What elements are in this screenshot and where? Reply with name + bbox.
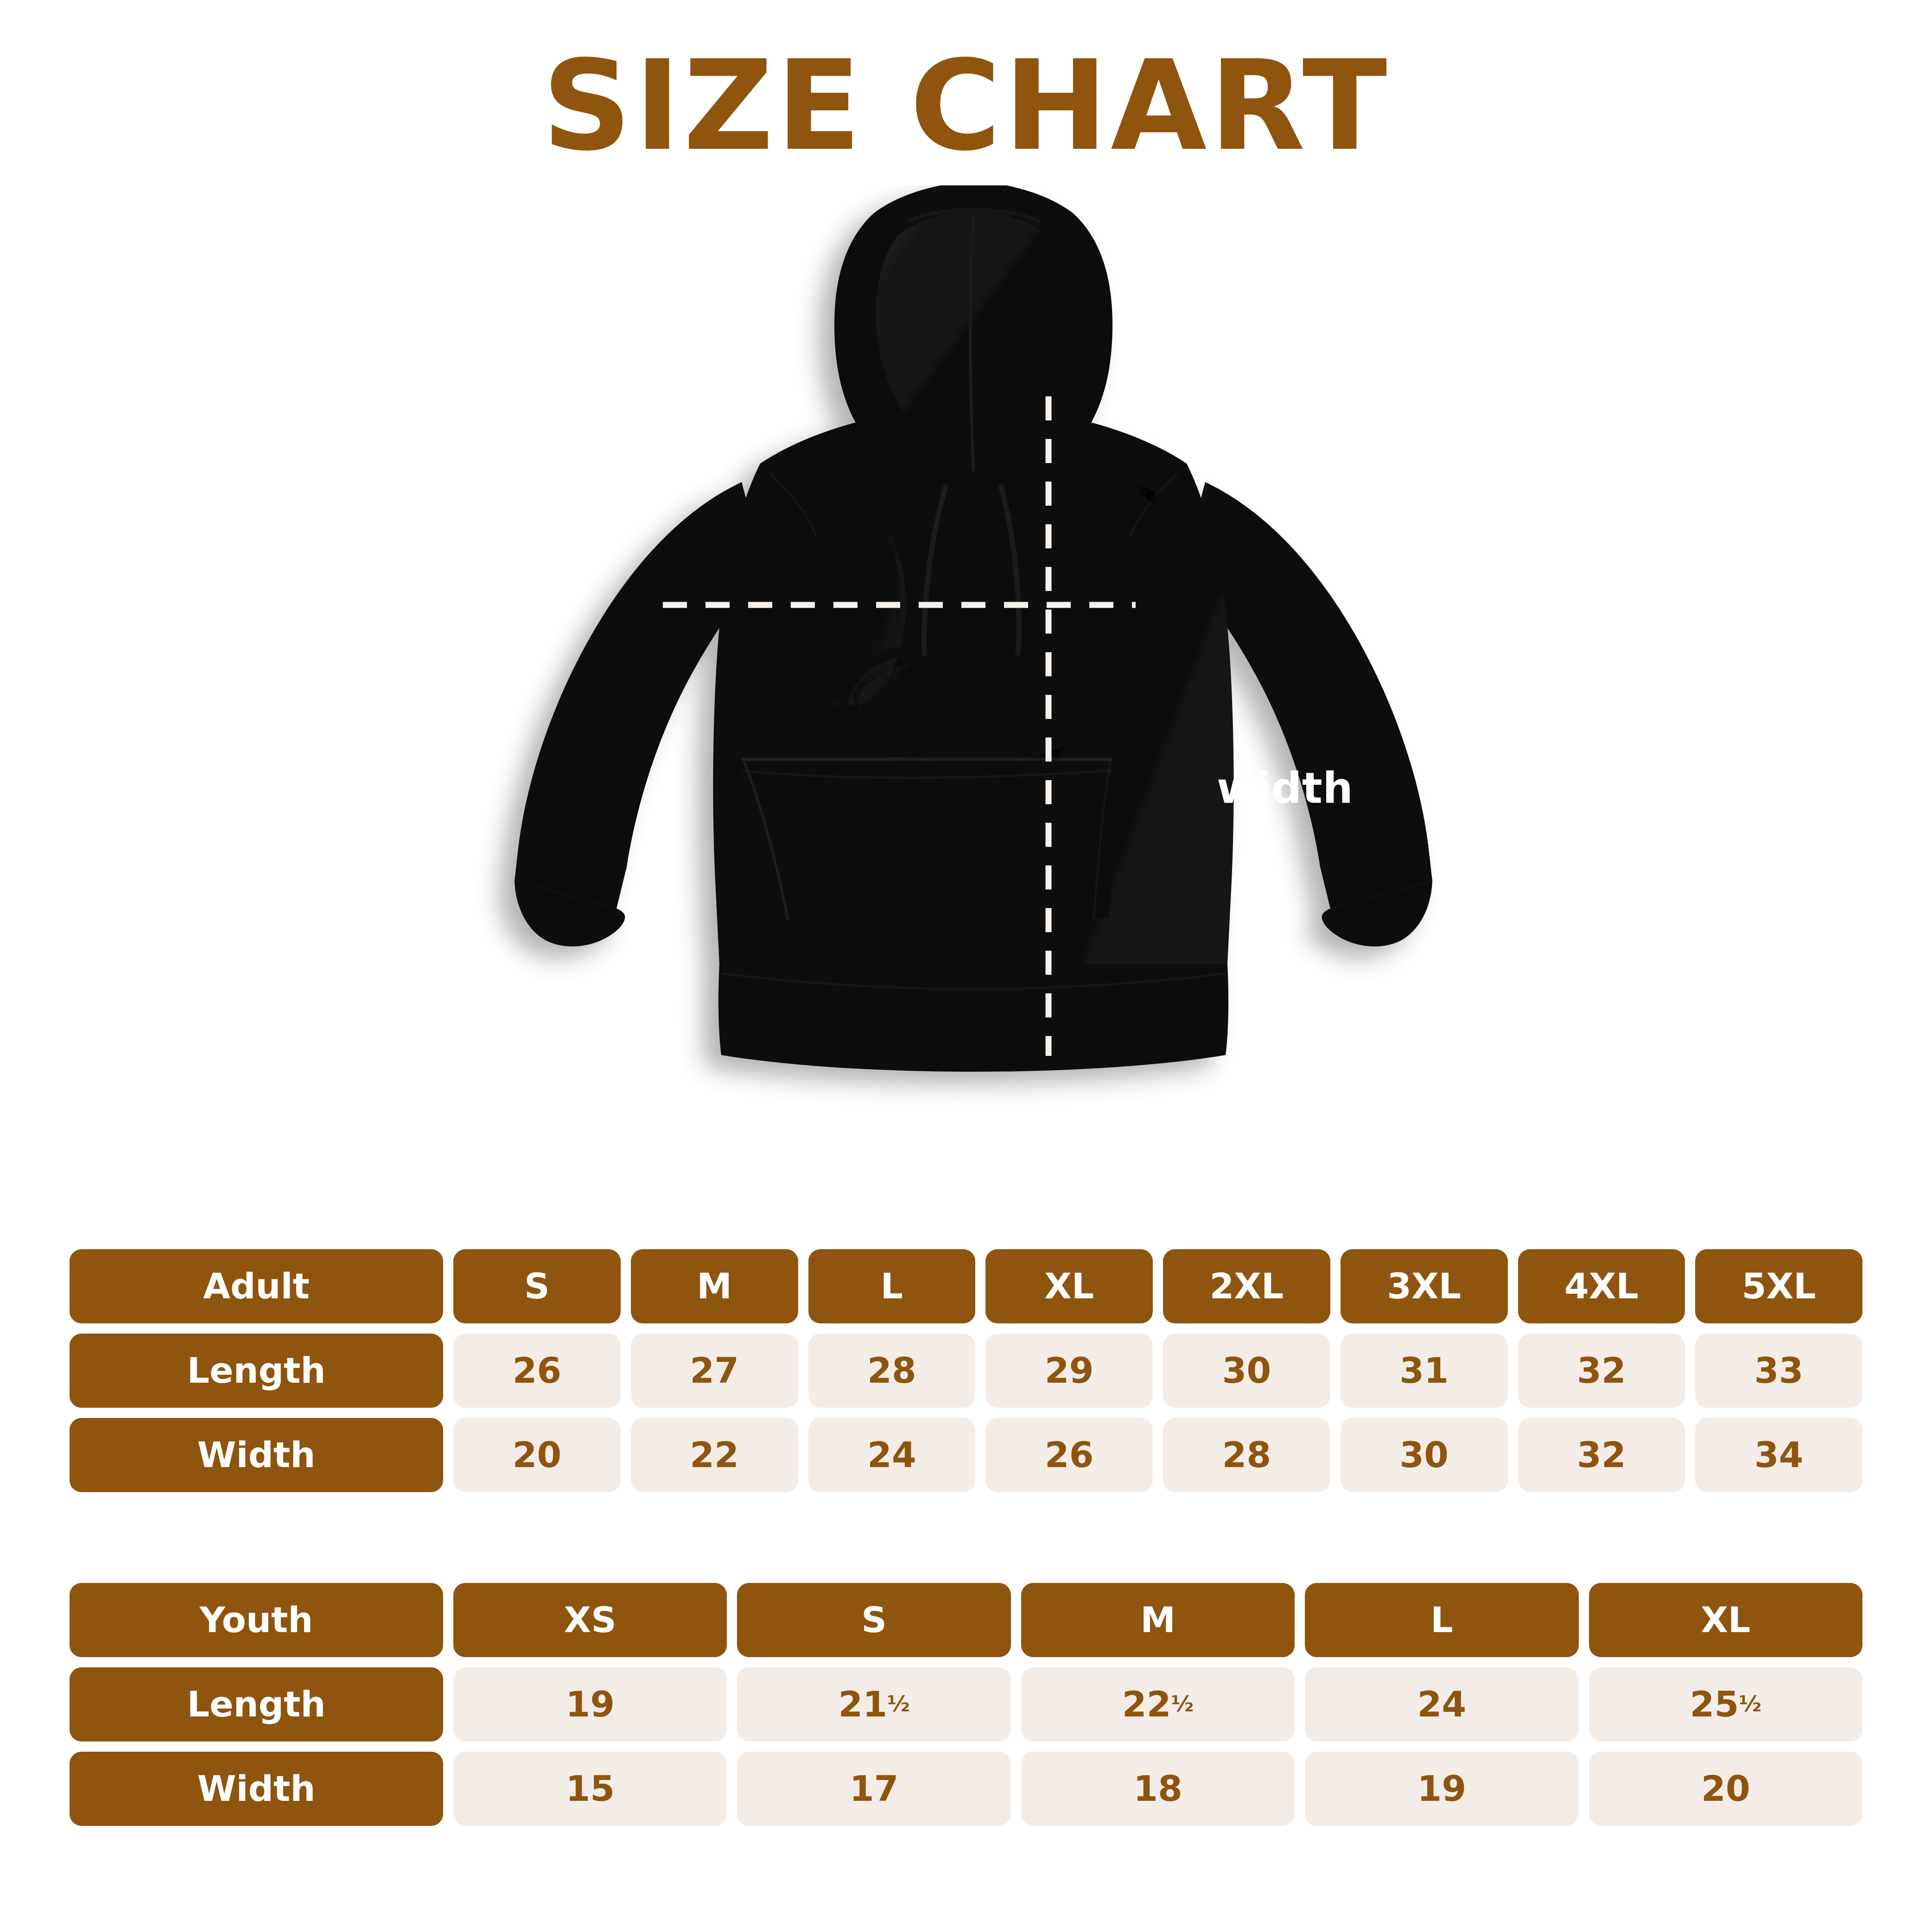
adult-width-3xl: 30 [1340,1418,1508,1492]
adult-length-row: Length 26 27 28 29 30 31 32 33 [70,1334,1862,1408]
adult-size-3xl: 3XL [1340,1249,1508,1323]
adult-length-3xl: 31 [1340,1334,1508,1408]
adult-width-2xl: 28 [1163,1418,1330,1492]
youth-length-xs: 19 [453,1667,727,1741]
youth-size-s: S [737,1583,1011,1657]
adult-size-table: Adult S M L XL 2XL 3XL 4XL 5XL Length 26… [70,1249,1862,1492]
adult-length-2xl: 30 [1163,1334,1330,1408]
youth-width-s: 17 [737,1752,1011,1826]
adult-width-xl: 26 [985,1418,1153,1492]
youth-size-xl: XL [1589,1583,1863,1657]
adult-size-l: L [808,1249,976,1323]
adult-length-5xl: 33 [1695,1334,1862,1408]
youth-length-xl: 25 ½ [1589,1667,1863,1741]
adult-width-s: 20 [453,1418,621,1492]
youth-size-m: M [1021,1583,1295,1657]
youth-width-label: Width [70,1752,443,1826]
adult-length-m: 27 [630,1334,798,1408]
youth-header-row: Youth XS S M L XL [70,1583,1863,1657]
youth-table-label: Youth [70,1583,443,1657]
adult-header-row: Adult S M L XL 2XL 3XL 4XL 5XL [70,1249,1862,1323]
adult-width-m: 22 [630,1418,798,1492]
adult-length-l: 28 [808,1334,976,1408]
adult-size-m: M [630,1249,798,1323]
adult-width-5xl: 34 [1695,1418,1862,1492]
adult-size-4xl: 4XL [1518,1249,1685,1323]
youth-length-row: Length 19 21 ½ 22 ½ 24 25 ½ [70,1667,1863,1741]
length-measurement-label: length [1498,1108,1547,1265]
adult-length-4xl: 32 [1518,1334,1685,1408]
youth-width-xs: 15 [453,1752,727,1826]
adult-width-row: Width 20 22 24 26 28 30 32 34 [70,1418,1862,1492]
adult-size-2xl: 2XL [1163,1249,1330,1323]
adult-size-5xl: 5XL [1695,1249,1862,1323]
youth-length-m: 22 ½ [1021,1667,1295,1741]
youth-size-table: Youth XS S M L XL Length 19 21 ½ 22 ½ 24 2… [70,1583,1863,1826]
youth-length-s: 21 ½ [737,1667,1011,1741]
width-measurement-label: width [1217,763,1354,813]
adult-length-xl: 29 [985,1334,1153,1408]
youth-width-m: 18 [1021,1752,1295,1826]
youth-width-xl: 20 [1589,1752,1863,1826]
youth-width-l: 19 [1305,1752,1579,1826]
adult-width-label: Width [70,1418,443,1492]
hoodie-illustration: width length [464,185,1547,1265]
youth-size-l: L [1305,1583,1579,1657]
youth-length-l: 24 [1305,1667,1579,1741]
youth-size-xs: XS [453,1583,727,1657]
adult-table-label: Adult [70,1249,443,1323]
adult-size-xl: XL [985,1249,1153,1323]
adult-width-l: 24 [808,1418,976,1492]
hoodie-graphic [515,185,1432,1072]
adult-length-s: 26 [453,1334,621,1408]
youth-width-row: Width 15 17 18 19 20 [70,1752,1863,1826]
page-title: SIZE CHART [542,34,1390,178]
adult-length-label: Length [70,1334,443,1408]
youth-length-label: Length [70,1667,443,1741]
adult-size-s: S [453,1249,621,1323]
adult-width-4xl: 32 [1518,1418,1685,1492]
